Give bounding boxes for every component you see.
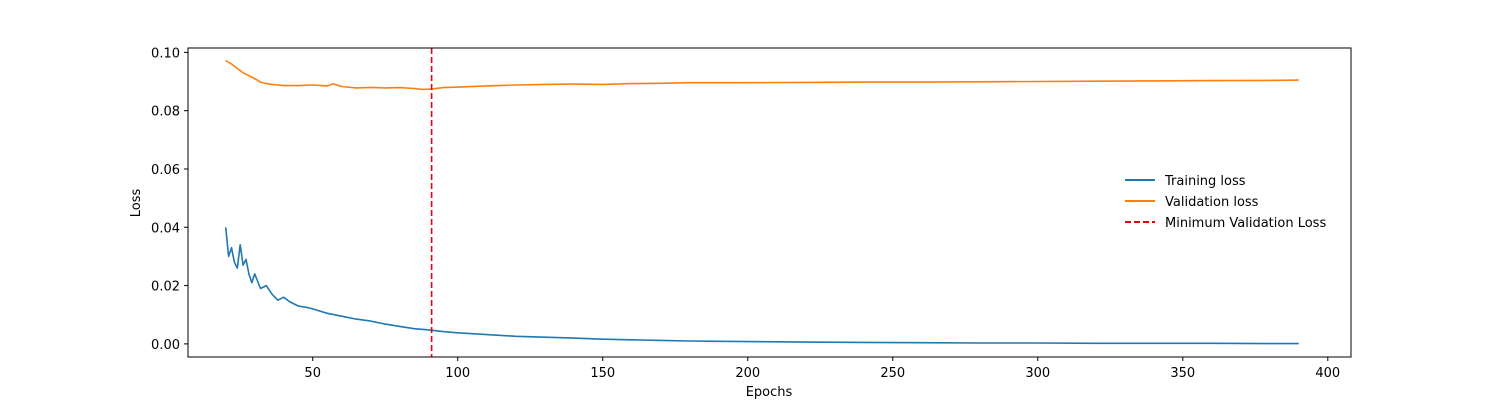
- axes-frame: [187, 47, 1352, 358]
- training-loss-line: [224, 227, 1299, 345]
- legend-label-validation: Validation loss: [1165, 195, 1259, 210]
- legend-label-training: Training loss: [1164, 174, 1246, 189]
- plot-area: [224, 48, 1299, 357]
- y-tick-label: 0.10: [151, 46, 180, 61]
- x-tick-label: 300: [1025, 366, 1050, 381]
- validation-loss-line: [225, 59, 1299, 91]
- legend-label-min-val: Minimum Validation Loss: [1165, 216, 1326, 231]
- y-tick-label: 0.06: [151, 163, 180, 178]
- y-tick-label: 0.04: [151, 221, 180, 236]
- x-tick-label: 50: [304, 366, 321, 381]
- x-tick-label: 400: [1315, 366, 1340, 381]
- x-tick-label: 100: [445, 366, 470, 381]
- y-axis-title: Loss: [129, 189, 144, 218]
- x-tick-label: 200: [735, 366, 760, 381]
- legend: Training loss Validation loss Minimum Va…: [1125, 174, 1326, 231]
- x-tick-label: 350: [1170, 366, 1195, 381]
- x-tick-label: 150: [590, 366, 615, 381]
- y-tick-label: 0.08: [151, 105, 180, 120]
- x-axis-title: Epochs: [746, 385, 793, 400]
- x-tick-label: 250: [880, 366, 905, 381]
- y-axis: 0.00 0.02 0.04 0.06 0.08 0.10: [151, 46, 188, 353]
- x-axis: 50 100 150 200 250 300 350 400: [304, 357, 1340, 381]
- y-tick-label: 0.00: [151, 338, 180, 353]
- y-tick-label: 0.02: [151, 280, 180, 295]
